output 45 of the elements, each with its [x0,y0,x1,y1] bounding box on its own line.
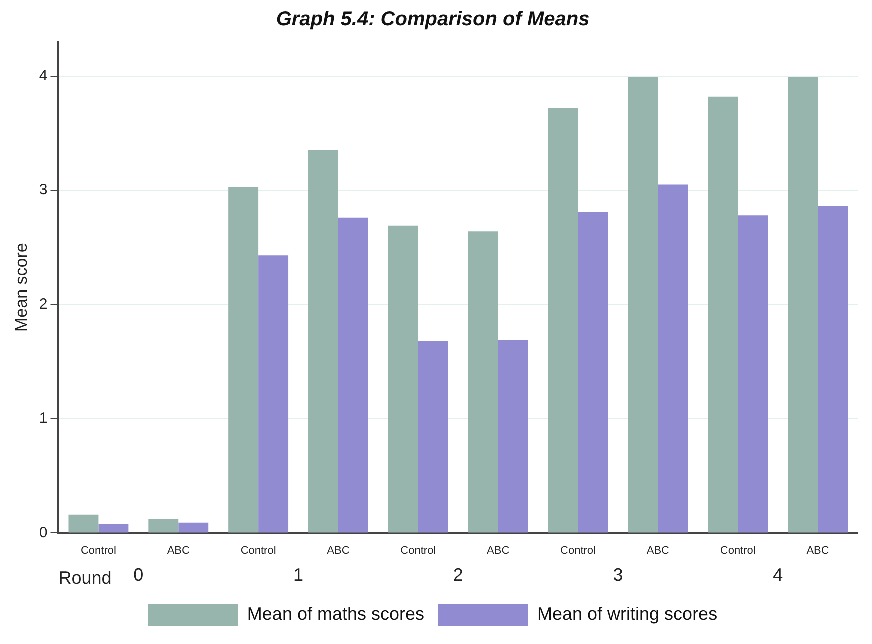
bar [68,514,99,533]
text: 3 [613,564,624,585]
legend-label: Mean of maths scores [247,604,425,624]
bar [388,226,418,533]
y-tick-label: 1 [39,410,48,428]
bar [788,77,818,533]
x-tick-label: ABC [646,544,670,557]
bar [228,187,259,533]
x-tick-label: Control [400,544,436,557]
bar [418,341,448,533]
text: 1 [294,564,304,585]
bar [658,184,688,533]
bar [98,524,129,533]
x-tick-label: Control [240,544,276,557]
y-axis-title: Mean score [12,243,31,332]
y-tick-label: 2 [39,296,48,313]
text: 0 [134,564,144,585]
y-tick-label: 4 [39,67,48,84]
legend-label: Mean of writing scores [538,604,718,624]
x-tick-label: Control [560,544,596,557]
bar [818,206,848,533]
bar [148,519,179,533]
bar [578,212,608,533]
bar [498,340,528,533]
x-tick-label: Control [720,544,756,557]
y-tick-label: 3 [39,182,48,199]
x-tick-label: Control [80,544,116,557]
bar [738,216,768,533]
chart-title: Graph 5.4: Comparison of Means [276,8,590,31]
bar [628,77,658,533]
bar [468,232,498,533]
text: 4 [773,564,784,585]
bar [708,96,738,533]
text: 2 [453,564,464,585]
bar [308,150,338,533]
x-tick-label: ABC [487,544,510,557]
x-tick-label: ABC [806,544,830,557]
bar [338,218,368,533]
bar [548,108,578,533]
bar [258,256,289,533]
y-tick-label: 0 [39,524,48,542]
x-axis-title: Round [58,568,112,588]
x-tick-label: ABC [167,544,190,557]
bar [178,522,209,533]
x-tick-label: ABC [327,544,350,557]
